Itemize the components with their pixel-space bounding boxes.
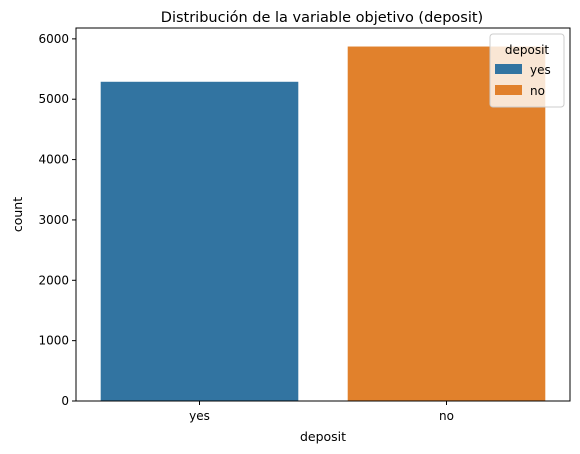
bar-yes (100, 81, 299, 401)
y-tick-label: 3000 (38, 213, 69, 227)
bars-group (100, 46, 546, 401)
plot-frame (75, 27, 571, 402)
y-tick-label: 1000 (38, 334, 69, 348)
x-axis: yes no (189, 401, 454, 423)
chart-title: Distribución de la variable objetivo (de… (161, 10, 483, 26)
legend-swatch-no (495, 85, 522, 95)
x-tick-label-no: no (439, 409, 454, 423)
y-tick-label: 6000 (38, 32, 69, 46)
legend: deposit yes no (489, 33, 565, 108)
y-tick-label: 0 (61, 394, 69, 408)
y-tick-label: 2000 (38, 273, 69, 287)
legend-swatch-yes (495, 64, 522, 74)
legend-label-yes: yes (530, 63, 551, 77)
y-tick-label: 5000 (38, 92, 69, 106)
legend-label-no: no (530, 84, 545, 98)
x-axis-label: deposit (300, 429, 346, 444)
y-tick-label: 4000 (38, 153, 69, 167)
legend-title: deposit (505, 43, 550, 57)
y-axis-label: count (10, 197, 25, 232)
x-tick-label-yes: yes (189, 409, 210, 423)
y-axis: 0 1000 2000 3000 4000 5000 6000 (38, 32, 76, 408)
